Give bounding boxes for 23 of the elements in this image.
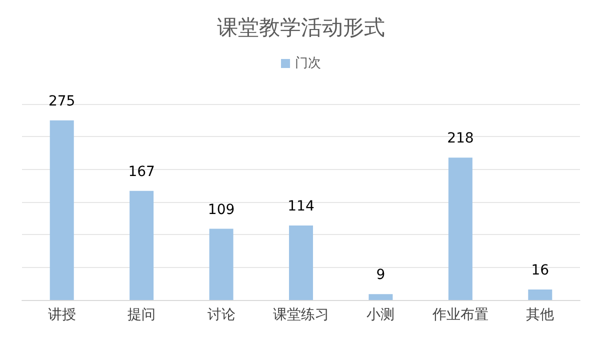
x-tick-label: 讲授 (48, 307, 76, 323)
bar (448, 158, 472, 300)
bar (50, 120, 74, 300)
bar (209, 228, 234, 300)
x-tick-label: 其他 (526, 307, 554, 323)
data-label: 109 (208, 202, 235, 218)
bar (368, 294, 393, 300)
data-label: 218 (447, 130, 474, 147)
data-label: 275 (48, 93, 76, 110)
x-tick-label: 提问 (128, 307, 156, 323)
legend-label: 门次 (295, 55, 321, 71)
x-tick-label: 作业布置 (431, 307, 488, 323)
x-tick-label: 讨论 (207, 307, 236, 323)
bar (130, 190, 154, 300)
data-label: 16 (531, 262, 550, 279)
bar (289, 226, 313, 300)
x-tick-label: 课堂练习 (273, 307, 329, 323)
chart-title: 课堂教学活动形式 (217, 16, 385, 40)
data-label: 9 (376, 267, 386, 284)
data-label: 167 (128, 164, 155, 180)
bar (528, 290, 552, 300)
data-label: 114 (288, 198, 314, 215)
x-tick-label: 小测 (366, 307, 395, 323)
